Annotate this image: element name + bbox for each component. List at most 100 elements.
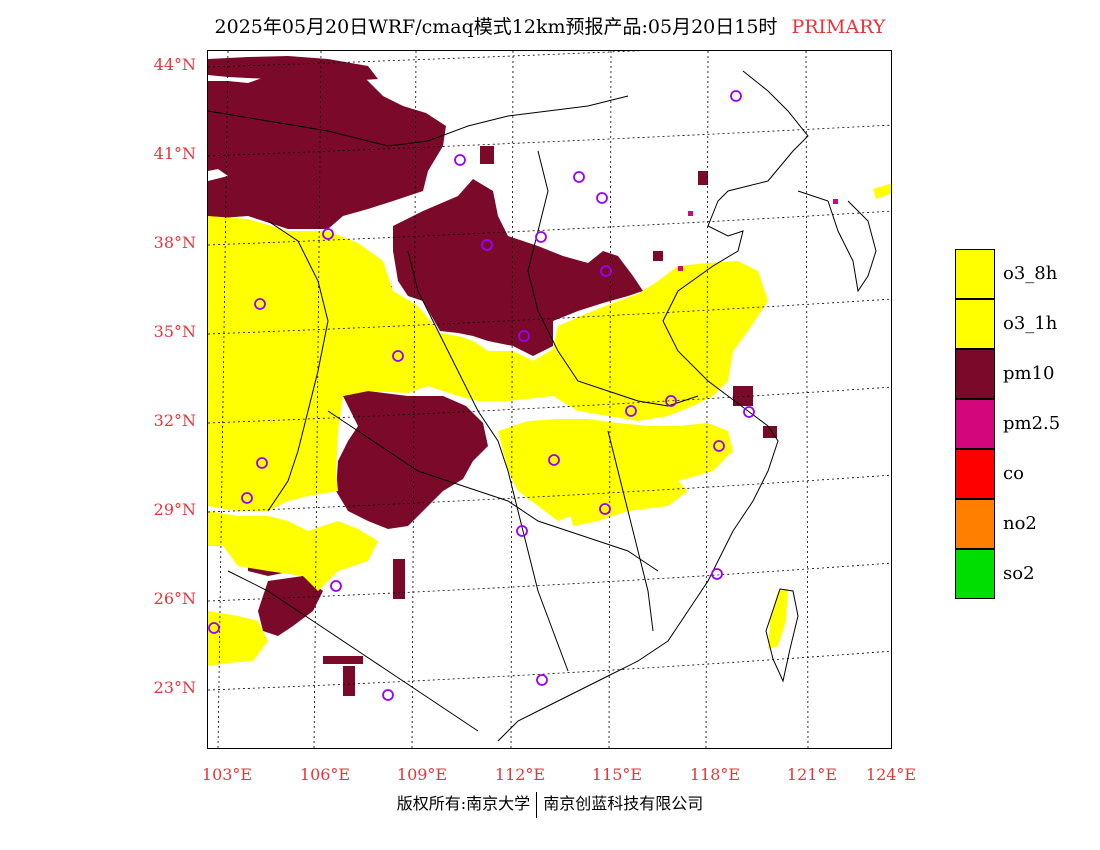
graticule — [208, 51, 891, 748]
lat-label-44n: 44°N — [153, 55, 196, 74]
graticule-lon-112 — [510, 51, 514, 748]
boundaries — [208, 70, 877, 742]
lon-label-115e: 115°E — [591, 765, 643, 784]
graticule-lon-109 — [411, 51, 417, 748]
legend-label-o3-1h: o3_1h — [1003, 313, 1058, 334]
station-marker-17 — [256, 457, 268, 469]
copyright-left: 版权所有:南京大学 — [396, 794, 531, 813]
pm25-specks — [678, 199, 838, 271]
station-marker-1 — [730, 90, 742, 102]
korea-coast — [797, 190, 877, 293]
station-marker-9 — [254, 298, 266, 310]
legend-label-o3-8h: o3_8h — [1003, 263, 1058, 284]
pm10-regions — [208, 56, 777, 696]
station-marker-23 — [208, 622, 220, 634]
legend-swatch-pm25 — [955, 399, 995, 449]
lon-label-112e: 112°E — [494, 765, 546, 784]
station-marker-14 — [625, 405, 637, 417]
graticule-lon-106 — [313, 51, 322, 748]
station-marker-16 — [548, 454, 560, 466]
station-marker-5 — [322, 228, 334, 240]
lat-label-41n: 41°N — [153, 144, 196, 163]
legend-swatch-o3-8h — [955, 249, 995, 299]
graticule-lat-41 — [208, 124, 891, 157]
station-marker-4 — [596, 192, 608, 204]
legend-swatch-co — [955, 449, 995, 499]
province-border-a — [208, 95, 629, 147]
legend-label-pm10: pm10 — [1003, 363, 1055, 384]
province-border-f — [227, 570, 479, 732]
graticule-lat-44 — [208, 51, 643, 68]
province-border-b — [267, 220, 329, 512]
copyright-right: 南京创蓝科技有限公司 — [543, 794, 704, 813]
station-marker-12 — [665, 395, 677, 407]
map-panel[interactable] — [207, 50, 892, 749]
graticule-lat-38 — [208, 210, 891, 246]
copyright-footer: 版权所有:南京大学 南京创蓝科技有限公司 — [0, 790, 1100, 818]
station-marker-13 — [743, 406, 755, 418]
o3-region-south — [208, 511, 378, 591]
graticule-lat-32 — [208, 386, 891, 424]
station-marker-6 — [535, 231, 547, 243]
station-marker-15 — [713, 440, 725, 452]
o3-region-west — [208, 216, 768, 511]
pm25-speck-a — [688, 211, 693, 216]
graticule-lat-29 — [208, 474, 891, 513]
station-marker-11 — [392, 350, 404, 362]
lat-label-32n: 32°N — [153, 411, 196, 430]
legend-swatch-o3-1h — [955, 299, 995, 349]
o3-regions — [208, 183, 891, 666]
station-marker-20 — [516, 525, 528, 537]
station-marker-3 — [573, 171, 585, 183]
graticule-lon-103 — [217, 51, 229, 748]
station-markers — [208, 90, 755, 701]
pm10-region-loess — [393, 179, 643, 356]
pm10-region-sichuan — [336, 391, 488, 529]
graticule-lon-118 — [705, 51, 709, 748]
graticule-lat-23 — [208, 650, 891, 691]
province-border-c — [407, 250, 569, 672]
station-marker-8 — [600, 265, 612, 277]
station-marker-25 — [382, 689, 394, 701]
station-marker-19 — [599, 503, 611, 515]
pm25-speck-c — [678, 266, 683, 271]
station-marker-7 — [481, 239, 493, 251]
pm10-patch-g — [653, 251, 663, 261]
o3-region-northeast-strip — [873, 183, 891, 199]
pm10-patch-h — [698, 171, 708, 185]
graticule-lon-115 — [608, 51, 612, 748]
map-title-main: 2025年05月20日WRF/cmaq模式12km预报产品:05月20日15时 — [214, 16, 778, 38]
legend-label-co: co — [1003, 463, 1024, 484]
legend-swatch-pm10 — [955, 349, 995, 399]
o3-region-east-central — [498, 419, 733, 521]
station-marker-22 — [330, 580, 342, 592]
legend-swatch-so2 — [955, 549, 995, 599]
pm10-patch-d — [343, 666, 355, 696]
province-border-d — [527, 150, 699, 407]
map-title: 2025年05月20日WRF/cmaq模式12km预报产品:05月20日15时 P… — [0, 12, 1100, 39]
graticule-lat-35 — [208, 298, 891, 335]
coastline — [497, 70, 809, 742]
legend-label-pm25: pm2.5 — [1003, 413, 1061, 434]
pm10-region-north-top — [208, 56, 378, 81]
legend-label-so2: so2 — [1003, 563, 1035, 584]
station-marker-21 — [711, 568, 723, 580]
o3-region-jiangxi — [568, 481, 688, 526]
pm10-patch-a — [733, 386, 753, 406]
legend-label-no2: no2 — [1003, 513, 1037, 534]
map-title-tag: PRIMARY — [791, 16, 886, 38]
lon-label-121e: 121°E — [786, 765, 838, 784]
lon-label-124e: 124°E — [865, 765, 917, 784]
province-border-g — [607, 430, 654, 632]
lat-label-38n: 38°N — [153, 233, 196, 252]
lat-label-26n: 26°N — [153, 589, 196, 608]
legend-swatch-no2 — [955, 499, 995, 549]
lon-label-118e: 118°E — [689, 765, 741, 784]
lon-label-106e: 106°E — [299, 765, 351, 784]
pm10-patch-f — [480, 146, 494, 164]
pm10-patch-i — [393, 559, 405, 599]
station-marker-18 — [241, 492, 253, 504]
station-marker-10 — [518, 330, 530, 342]
province-border-e — [327, 410, 659, 572]
station-marker-2 — [454, 154, 466, 166]
